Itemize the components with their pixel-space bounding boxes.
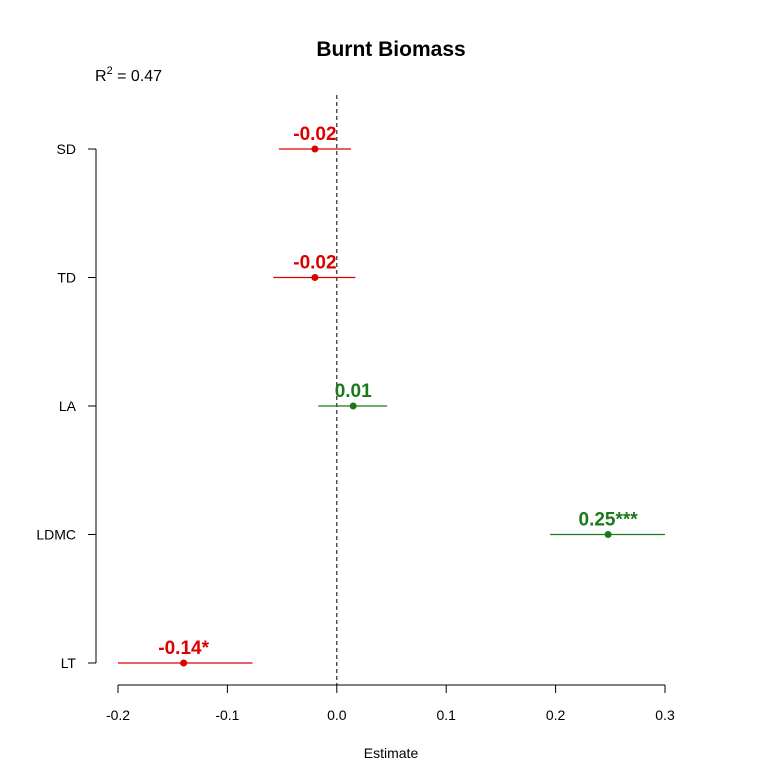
chart-marks: -0.02 -0.02 0.01 0.25*** -0.14*	[118, 95, 665, 685]
estimate-label: 0.01	[335, 381, 372, 402]
estimate-point	[180, 659, 188, 667]
estimate-sd: -0.02	[278, 124, 352, 153]
estimate-label: -0.14*	[158, 638, 209, 659]
chart-title: Burnt Biomass	[316, 38, 465, 61]
estimate-ldmc: 0.25***	[550, 510, 665, 538]
y-tick-label: SD	[57, 141, 76, 157]
r2-value: = 0.47	[113, 68, 162, 85]
estimate-td: -0.02	[273, 253, 356, 281]
estimate-label: -0.02	[293, 253, 336, 274]
x-tick-label: 0.3	[655, 707, 675, 723]
estimate-lt: -0.14*	[118, 638, 253, 667]
axes: SD TD LA LDMC LT -0.2 -0.1 0.0 0.1 0.2 0.3	[36, 141, 675, 723]
estimate-label: 0.25***	[579, 510, 639, 531]
estimate-point	[349, 402, 357, 410]
y-tick-label: TD	[57, 270, 76, 286]
estimate-label: -0.02	[293, 124, 336, 145]
y-tick-label: LA	[59, 398, 77, 414]
r2-label: R	[95, 68, 107, 85]
estimate-point	[604, 531, 612, 538]
x-tick-label: -0.1	[215, 707, 239, 723]
estimate-point	[311, 145, 319, 153]
x-tick-label: 0.2	[546, 707, 566, 723]
y-tick-label: LDMC	[36, 527, 76, 543]
x-tick-label: -0.2	[106, 707, 130, 723]
estimate-la: 0.01	[318, 381, 388, 410]
r2-superscript: 2	[107, 65, 113, 77]
r2-annotation: R2 = 0.47	[95, 65, 162, 85]
x-tick-label: 0.0	[327, 707, 347, 723]
x-tick-label: 0.1	[436, 707, 456, 723]
y-tick-label: LT	[61, 655, 77, 671]
estimate-point	[311, 274, 319, 281]
x-axis-label: Estimate	[364, 745, 419, 761]
